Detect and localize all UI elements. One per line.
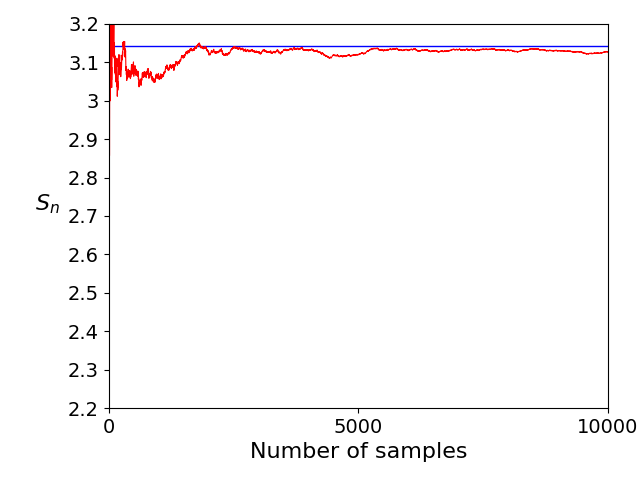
Y-axis label: $S_n$: $S_n$ bbox=[35, 192, 60, 216]
X-axis label: Number of samples: Number of samples bbox=[250, 442, 467, 462]
